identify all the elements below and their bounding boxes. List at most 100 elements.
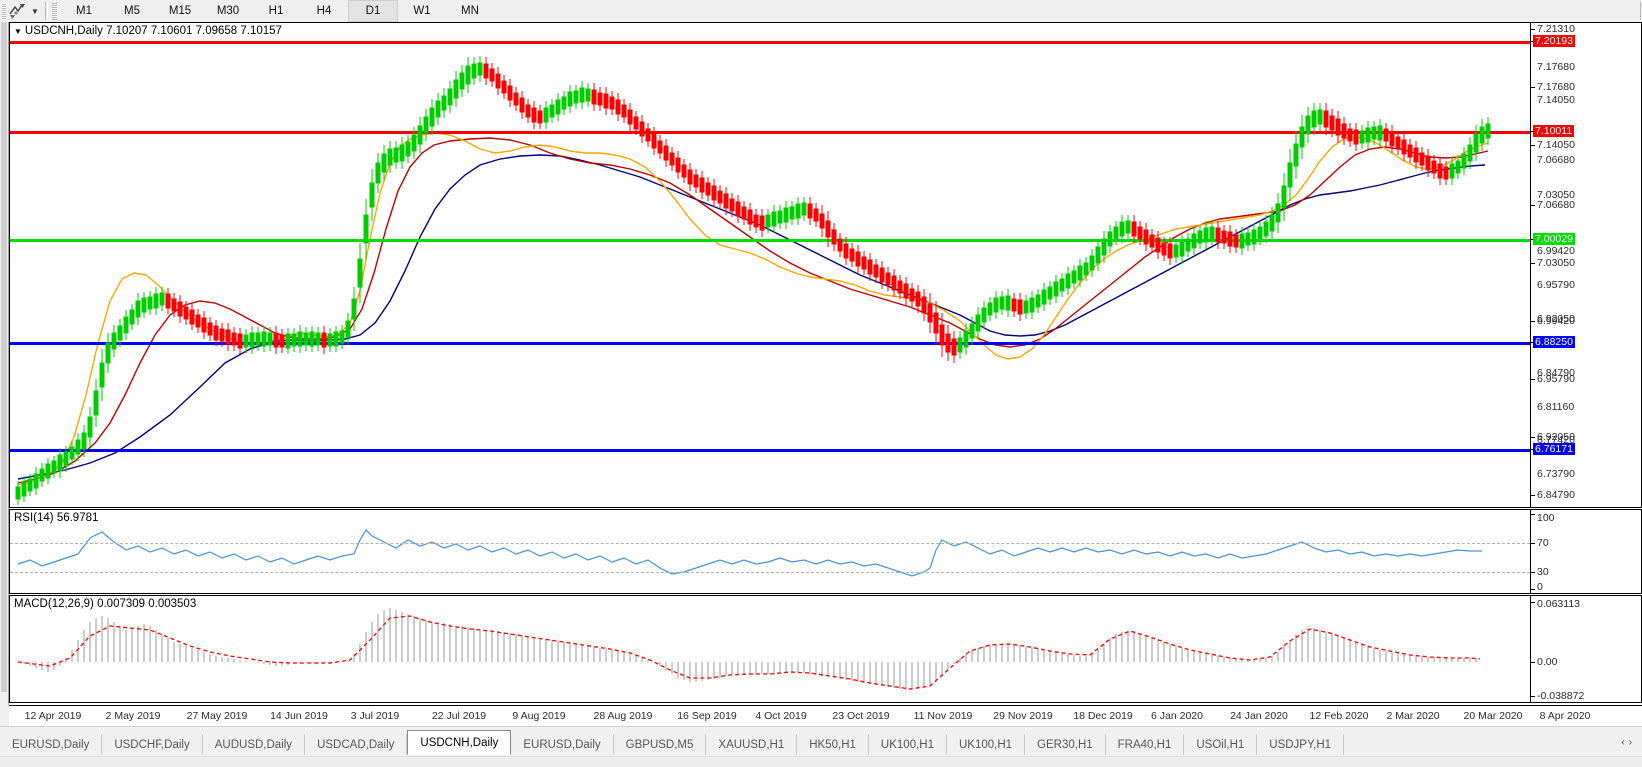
- price-tag-pivot[interactable]: 7.00029: [1533, 233, 1575, 245]
- tab-scroll-controls[interactable]: ‹›: [1621, 737, 1636, 748]
- rsi-tick-70: 70: [1537, 537, 1549, 549]
- price-tick-j: 6.77420: [1537, 434, 1575, 446]
- rsi-tick-100: 100: [1537, 512, 1555, 524]
- collapse-caret-icon[interactable]: ▼: [14, 27, 22, 36]
- toolbar-right-separator: [1640, 2, 1642, 20]
- period-m15[interactable]: M15: [168, 5, 192, 17]
- price-tick-b: 7.14050: [1537, 94, 1575, 106]
- date-tick-17: 2 Mar 2020: [1386, 710, 1440, 722]
- period-d1[interactable]: D1: [348, 0, 398, 22]
- tab-eurusd-daily-1[interactable]: EURUSD,Daily: [0, 734, 103, 755]
- macd-pane[interactable]: MACD(12,26,9) 0.007309 0.003503: [9, 595, 1642, 703]
- date-tick-12: 29 Nov 2019: [993, 710, 1053, 722]
- date-tick-11: 11 Nov 2019: [913, 710, 973, 722]
- tab-fra40-h1[interactable]: FRA40,H1: [1106, 734, 1185, 755]
- date-tick-3: 14 Jun 2019: [270, 710, 328, 722]
- macd-histogram: [23, 608, 1477, 690]
- scrollbar-thumb[interactable]: [1, 22, 7, 692]
- tab-scroll-right-icon[interactable]: ›: [1628, 737, 1636, 748]
- candles: [15, 56, 1491, 505]
- rsi-pane[interactable]: RSI(14) 56.9781 100 70 30 0: [9, 509, 1642, 594]
- date-tick-6: 9 Aug 2019: [512, 710, 566, 722]
- tab-eurusd-daily-2[interactable]: EURUSD,Daily: [511, 734, 614, 755]
- price-tag-support-upper[interactable]: 6.88250: [1533, 336, 1575, 348]
- tab-usdchf-daily[interactable]: USDCHF,Daily: [102, 734, 203, 755]
- price-tick-d: 7.03050: [1537, 189, 1575, 201]
- chart-panes: ▼ USDCNH,Daily 7.10207 7.10601 7.09658 7.…: [9, 22, 1642, 705]
- price-tick-7: 6.92050: [1537, 431, 1575, 443]
- price-pane-header: ▼ USDCNH,Daily 7.10207 7.10601 7.09658 7.…: [14, 25, 282, 37]
- date-tick-18: 20 Mar 2020: [1463, 710, 1523, 722]
- price-tag-resistance-mid[interactable]: 7.10011: [1533, 125, 1575, 137]
- date-tick-13: 18 Dec 2019: [1073, 710, 1133, 722]
- rsi-line-path: [17, 529, 1482, 577]
- rsi-pane-header: RSI(14) 56.9781: [14, 512, 99, 524]
- price-tick-c: 7.06680: [1537, 154, 1575, 166]
- tab-hk50-h1[interactable]: HK50,H1: [797, 734, 869, 755]
- price-tick-5: 6.99420: [1537, 315, 1575, 327]
- toolbar-grip[interactable]: [2, 3, 6, 19]
- tab-usoil-h1[interactable]: USOil,H1: [1184, 734, 1258, 755]
- date-tick-7: 28 Aug 2019: [593, 710, 653, 722]
- date-tick-0: 12 Apr 2019: [24, 710, 82, 722]
- period-m1[interactable]: M1: [76, 5, 92, 17]
- tab-xauusd-h1[interactable]: XAUUSD,H1: [706, 734, 798, 755]
- level-line-6.76171[interactable]: [10, 449, 1530, 452]
- tab-usdcnh-daily[interactable]: USDCNH,Daily: [407, 730, 512, 755]
- period-m5[interactable]: M5: [124, 5, 140, 17]
- macd-axis[interactable]: 0.063113 0.00 -0.038872: [1530, 596, 1641, 702]
- tab-scroll-left-icon[interactable]: ‹: [1621, 737, 1629, 748]
- chart-canvas-area: ▼ USDCNH,Daily 7.10207 7.10601 7.09658 7.…: [0, 22, 1642, 727]
- tab-usdcad-daily[interactable]: USDCAD,Daily: [305, 734, 408, 755]
- chart-templates-dropdown-icon[interactable]: ▼: [29, 2, 41, 20]
- date-tick-2: 27 May 2019: [186, 710, 248, 722]
- period-mn[interactable]: MN: [461, 5, 479, 17]
- symbol-tab-bar: EURUSD,Daily USDCHF,Daily AUDUSD,Daily U…: [0, 726, 1642, 767]
- price-tick-2: 7.14050: [1537, 139, 1575, 151]
- tab-uk100-h1-1[interactable]: UK100,H1: [869, 734, 947, 755]
- rsi-plot[interactable]: [10, 510, 1530, 593]
- dropdown-arrow-glyph: ▼: [31, 6, 39, 16]
- level-line-7.00029[interactable]: [10, 239, 1530, 242]
- price-axis[interactable]: 7.21310 7.17680 7.14050 7.06680 7.03050 …: [1530, 23, 1641, 554]
- date-tick-5: 22 Jul 2019: [431, 710, 487, 722]
- rsi-axis[interactable]: 100 70 30 0: [1530, 510, 1641, 593]
- toolbar-separator: [45, 2, 48, 20]
- date-tick-1: 2 May 2019: [105, 710, 161, 722]
- period-w1[interactable]: W1: [413, 5, 431, 17]
- date-tick-8: 16 Sep 2019: [677, 710, 737, 722]
- tab-ger30-h1[interactable]: GER30,H1: [1025, 734, 1106, 755]
- price-tick-0: 7.21310: [1537, 23, 1575, 35]
- period-m30[interactable]: M30: [216, 5, 240, 17]
- price-tick-i: 6.81160: [1537, 401, 1575, 413]
- macd-plot[interactable]: [10, 596, 1530, 702]
- tab-gbpusd-m5[interactable]: GBPUSD,M5: [614, 734, 707, 755]
- macd-tick-max: 0.063113: [1537, 598, 1581, 610]
- date-tick-15: 24 Jan 2020: [1230, 710, 1288, 722]
- rsi-series-svg: [17, 529, 1482, 577]
- tab-usdjpy-h1[interactable]: USDJPY,H1: [1257, 734, 1345, 755]
- date-tick-4: 3 Jul 2019: [350, 710, 400, 722]
- candlestick-series: [15, 56, 1491, 505]
- tab-uk100-h1-2[interactable]: UK100,H1: [947, 734, 1026, 755]
- price-pane[interactable]: ▼ USDCNH,Daily 7.10207 7.10601 7.09658 7.…: [9, 22, 1642, 554]
- chart-vertical-scrollbar[interactable]: [0, 22, 9, 705]
- tab-audusd-daily[interactable]: AUDUSD,Daily: [203, 734, 306, 755]
- macd-series-svg: [17, 608, 1481, 690]
- date-tick-9: 4 Oct 2019: [755, 710, 807, 722]
- period-h1[interactable]: H1: [268, 5, 284, 17]
- price-tag-resistance-upper[interactable]: 7.20193: [1533, 35, 1575, 47]
- macd-signal-path: [17, 615, 1481, 690]
- level-line-6.88250[interactable]: [10, 342, 1530, 345]
- chart-templates-icon[interactable]: [7, 2, 29, 20]
- date-tick-10: 23 Oct 2019: [832, 710, 890, 722]
- macd-pane-header: MACD(12,26,9) 0.007309 0.003503: [14, 598, 197, 610]
- period-h4[interactable]: H4: [316, 5, 332, 17]
- date-axis: 12 Apr 2019 2 May 2019 27 May 2019 14 Ju…: [9, 705, 1642, 727]
- date-tick-16: 12 Feb 2020: [1309, 710, 1369, 722]
- level-line-7.20193[interactable]: [10, 41, 1530, 44]
- level-line-7.10011[interactable]: [10, 131, 1530, 134]
- period-group-grip[interactable]: [52, 2, 57, 20]
- rsi-level-30: [10, 572, 1530, 573]
- price-tag-support-lower[interactable]: 6.76171: [1533, 443, 1575, 455]
